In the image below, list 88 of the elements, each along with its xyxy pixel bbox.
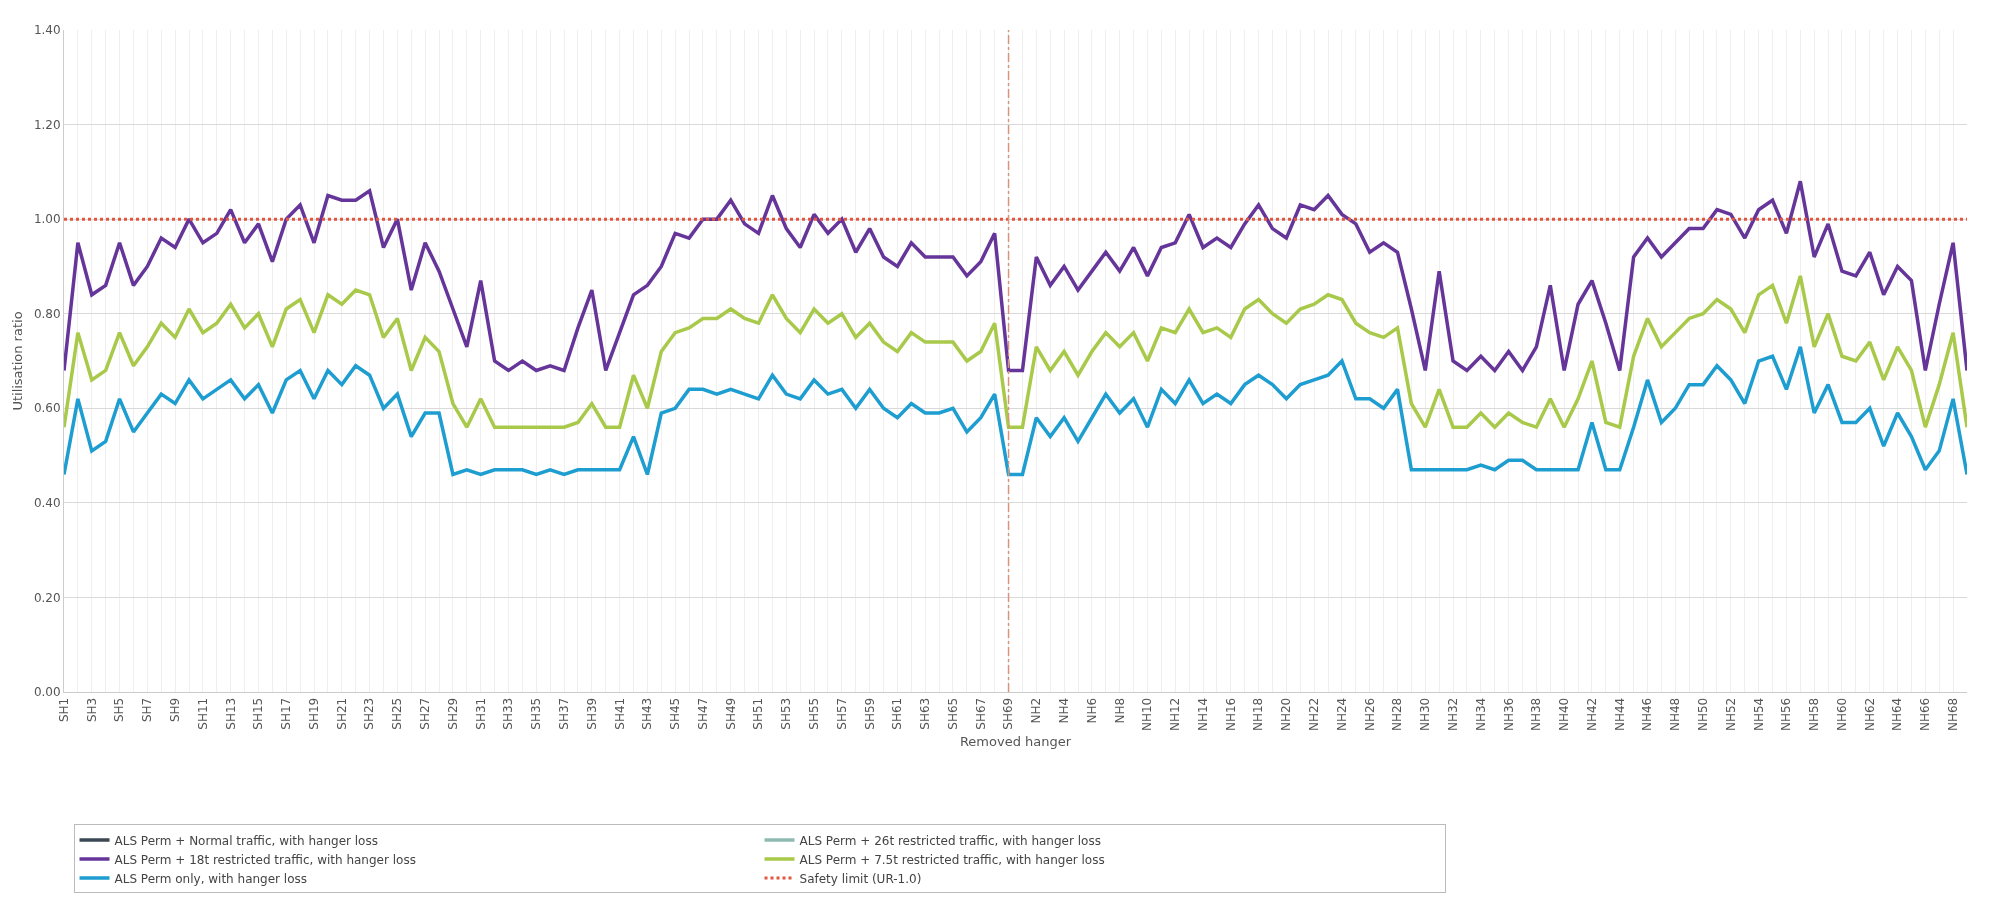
x-tick-label: SH67	[973, 697, 988, 730]
x-tick-label: NH10	[1140, 697, 1155, 732]
x-tick-label: NH12	[1168, 697, 1183, 732]
x-tick-label: NH46	[1640, 697, 1655, 732]
x-tick-label: NH60	[1834, 697, 1849, 732]
x-tick-label: SH11	[195, 697, 210, 730]
x-tick-label: SH19	[306, 697, 321, 730]
x-tick-label: NH48	[1668, 697, 1683, 732]
x-tick-label: SH65	[945, 697, 960, 730]
x-tick-label: NH42	[1584, 697, 1599, 732]
x-tick-label: SH63	[918, 697, 933, 730]
x-tick-label: NH62	[1862, 697, 1877, 732]
x-tick-label: SH39	[584, 697, 599, 730]
x-tick-label: SH5	[112, 697, 127, 723]
x-tick-label: NH22	[1307, 697, 1322, 732]
x-tick-label: NH30	[1418, 697, 1433, 732]
line-series	[64, 345, 1967, 477]
x-tick-label: NH40	[1557, 697, 1572, 732]
x-tick-label: NH66	[1918, 697, 1933, 732]
legend-label: ALS Perm + Normal traffic, with hanger loss	[114, 833, 378, 848]
x-tick-label: SH25	[390, 697, 405, 730]
legend-label: ALS Perm + 7.5t restricted traffic, with hanger loss	[799, 852, 1105, 867]
x-tick-label: NH56	[1779, 697, 1794, 732]
x-tick-label: NH16	[1223, 697, 1238, 732]
x-tick-label: NH38	[1529, 697, 1544, 732]
x-tick-label: NH36	[1501, 697, 1516, 732]
x-tick-label: SH51	[751, 697, 766, 730]
legend-label: ALS Perm + 18t restricted traffic, with hanger loss	[114, 852, 416, 867]
y-tick-label: 0.80	[33, 306, 61, 321]
x-tick-label: NH52	[1723, 697, 1738, 732]
x-tick-label: SH37	[556, 697, 571, 730]
x-tick-label: SH13	[223, 697, 238, 730]
y-tick-label: 1.00	[33, 212, 61, 227]
line-series	[64, 274, 1967, 429]
x-tick-label: SH69	[1001, 697, 1016, 730]
legend-label: ALS Perm only, with hanger loss	[114, 871, 308, 886]
x-tick-label: NH26	[1362, 697, 1377, 732]
legend-label: Safety limit (UR-1.0)	[799, 871, 922, 886]
x-tick-label: NH68	[1946, 697, 1961, 732]
x-tick-label: NH18	[1251, 697, 1266, 732]
x-tick-label: NH6	[1084, 697, 1099, 724]
y-tick-label: 0.20	[33, 590, 61, 605]
x-tick-label: SH17	[279, 697, 294, 730]
x-tick-label: NH32	[1445, 697, 1460, 732]
x-tick-label: SH31	[473, 697, 488, 730]
x-tick-label: NH54	[1751, 697, 1766, 732]
x-tick-label: SH27	[418, 697, 433, 730]
x-tick-label: SH35	[529, 697, 544, 730]
x-tick-label: NH58	[1807, 697, 1822, 732]
x-tick-label: SH57	[834, 697, 849, 730]
y-tick-label: 0.40	[33, 496, 61, 511]
x-tick-label: SH45	[668, 697, 683, 730]
x-tick-label: SH1	[56, 697, 71, 723]
y-tick-label: 0.00	[33, 685, 61, 700]
x-tick-label: SH41	[612, 697, 627, 730]
x-tick-label: NH2	[1029, 697, 1044, 724]
x-tick-label: NH20	[1279, 697, 1294, 732]
x-tick-label: NH8	[1112, 697, 1127, 724]
x-tick-label: NH64	[1890, 697, 1905, 732]
x-tick-label: SH43	[640, 697, 655, 730]
y-tick-label: 1.20	[33, 117, 61, 132]
x-tick-label: SH9	[168, 697, 183, 723]
x-tick-label: NH14	[1195, 697, 1210, 732]
x-tick-label: SH21	[334, 697, 349, 730]
legend-label: ALS Perm + 26t restricted traffic, with hanger loss	[799, 833, 1101, 848]
x-tick-label: NH34	[1473, 697, 1488, 732]
x-tick-label: SH61	[890, 697, 905, 730]
x-tick-label: SH59	[862, 697, 877, 730]
x-tick-label: SH47	[695, 697, 710, 730]
x-tick-label: SH23	[362, 697, 377, 730]
x-tick-label: NH4	[1057, 697, 1072, 724]
line-series	[64, 179, 1967, 373]
x-tick-label: NH28	[1390, 697, 1405, 732]
x-tick-label: SH49	[723, 697, 738, 730]
x-tick-label: SH15	[251, 697, 266, 730]
x-tick-label: NH44	[1612, 697, 1627, 732]
x-tick-label: SH55	[806, 697, 821, 730]
x-tick-label: NH50	[1695, 697, 1710, 732]
x-tick-label: NH24	[1334, 697, 1349, 732]
x-axis-title: Removed hanger	[959, 733, 1072, 749]
y-tick-label: 1.40	[33, 23, 61, 38]
x-tick-label: SH33	[501, 697, 516, 730]
x-tick-label: SH7	[140, 697, 155, 723]
y-axis-title: Utilisation ratio	[9, 311, 25, 411]
x-tick-label: SH53	[779, 697, 794, 730]
x-tick-label: SH3	[84, 697, 99, 723]
y-tick-label: 0.60	[33, 401, 61, 416]
x-tick-label: SH29	[445, 697, 460, 730]
